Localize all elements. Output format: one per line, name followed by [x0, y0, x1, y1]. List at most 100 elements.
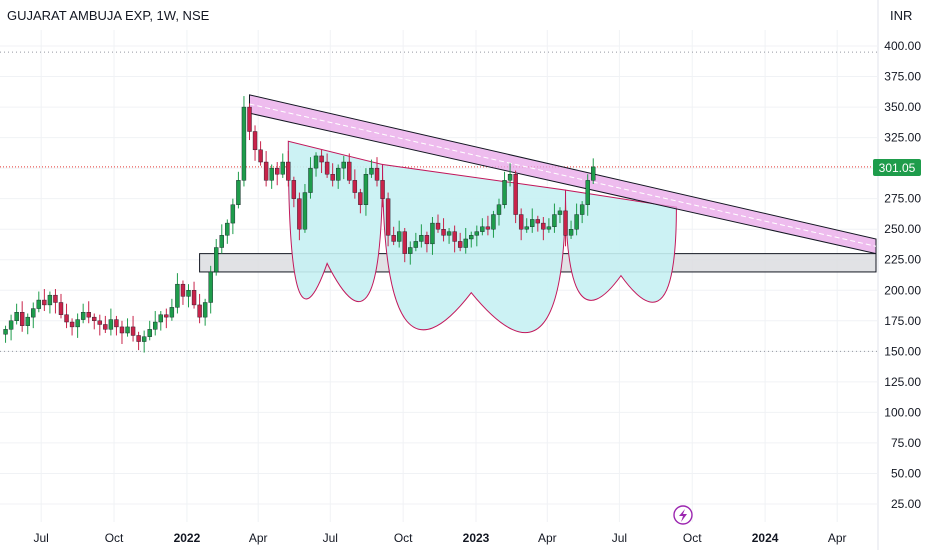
- price-tick-label: 75.00: [891, 436, 921, 450]
- candle: [491, 210, 496, 238]
- candle: [247, 103, 252, 141]
- price-tick-label: 200.00: [884, 283, 921, 297]
- candle: [47, 291, 53, 314]
- candle: [130, 315, 136, 342]
- price-tick-label: 175.00: [884, 314, 921, 328]
- candle: [524, 218, 529, 233]
- candle: [125, 318, 130, 337]
- price-tick-label: 375.00: [884, 70, 921, 84]
- price-tick-label: 125.00: [884, 375, 921, 389]
- candle: [380, 176, 385, 208]
- drawings-layer: [0, 51, 878, 352]
- candle: [507, 163, 513, 187]
- candle: [579, 201, 585, 224]
- candle: [552, 203, 557, 233]
- candles-layer: [3, 96, 596, 353]
- candle: [347, 153, 352, 185]
- candle: [363, 168, 369, 216]
- candle: [441, 218, 446, 242]
- candle: [92, 313, 97, 330]
- price-tick-label: 50.00: [891, 466, 921, 480]
- candle: [119, 320, 125, 345]
- candle: [308, 157, 313, 199]
- candle: [435, 214, 441, 233]
- candle: [469, 231, 474, 248]
- candle: [513, 170, 518, 224]
- candle: [408, 241, 413, 265]
- price-tick-label: 350.00: [884, 100, 921, 114]
- candle: [8, 314, 14, 341]
- last-price-label: 301.05: [879, 161, 916, 175]
- candle: [64, 303, 69, 329]
- candle: [396, 220, 402, 248]
- candle: [58, 293, 64, 319]
- price-tick-label: 100.00: [884, 405, 921, 419]
- cup-pattern-shape: [287, 140, 384, 303]
- candle: [546, 218, 552, 233]
- candle: [191, 281, 197, 309]
- lightning-icon[interactable]: [673, 505, 693, 525]
- candle: [430, 216, 435, 255]
- candle: [541, 216, 546, 241]
- time-axis[interactable]: Jul Oct 2022 Apr Jul Oct 2023 Apr Jul Oct 2024 Apr: [34, 531, 847, 545]
- time-tick-label: Oct: [394, 531, 413, 545]
- candle: [75, 313, 80, 338]
- candle: [535, 215, 540, 232]
- candle: [36, 291, 42, 313]
- candle: [302, 184, 308, 233]
- candle: [53, 289, 58, 314]
- candle: [153, 311, 158, 336]
- candle: [297, 192, 302, 241]
- currency-label[interactable]: INR: [890, 8, 912, 23]
- candle: [236, 171, 241, 209]
- candle: [424, 231, 430, 253]
- candle: [103, 315, 108, 334]
- time-tick-label: Apr: [828, 531, 847, 545]
- candle: [485, 215, 491, 236]
- candle: [241, 96, 247, 187]
- candle: [269, 164, 274, 189]
- candle: [446, 227, 452, 244]
- candle: [319, 149, 324, 174]
- candle: [341, 155, 346, 180]
- candle: [252, 125, 258, 161]
- price-tick-label: 150.00: [884, 344, 921, 358]
- candle: [197, 293, 202, 324]
- candle: [530, 208, 535, 233]
- candle: [208, 265, 213, 314]
- time-tick-label: Oct: [683, 531, 702, 545]
- candle: [391, 226, 396, 246]
- price-tick-label: 275.00: [884, 192, 921, 206]
- candle: [557, 207, 563, 224]
- candle: [452, 225, 457, 253]
- price-tick-label: 225.00: [884, 253, 921, 267]
- candle: [385, 192, 391, 247]
- candle: [591, 158, 596, 185]
- candle: [263, 151, 269, 187]
- channel-midline: [249, 103, 877, 247]
- candle: [141, 330, 147, 353]
- candle: [369, 159, 374, 178]
- price-tick-label: 325.00: [884, 131, 921, 145]
- time-tick-label: 2024: [752, 531, 779, 545]
- candle: [147, 320, 152, 341]
- candle: [202, 298, 208, 326]
- candle: [358, 188, 363, 214]
- candle: [402, 227, 407, 263]
- candle: [164, 308, 169, 329]
- candle: [180, 280, 186, 305]
- price-axis[interactable]: 400.00375.00350.00325.00300.00275.00250.…: [884, 39, 921, 511]
- candle: [214, 238, 219, 276]
- time-tick-label: Apr: [538, 531, 557, 545]
- time-tick-label: Apr: [249, 531, 268, 545]
- candle: [457, 232, 463, 252]
- candle: [3, 325, 8, 343]
- candle: [568, 220, 574, 239]
- candle: [275, 162, 280, 186]
- candle: [324, 153, 330, 178]
- candle: [14, 303, 19, 325]
- candle: [136, 331, 141, 351]
- candle: [19, 301, 25, 332]
